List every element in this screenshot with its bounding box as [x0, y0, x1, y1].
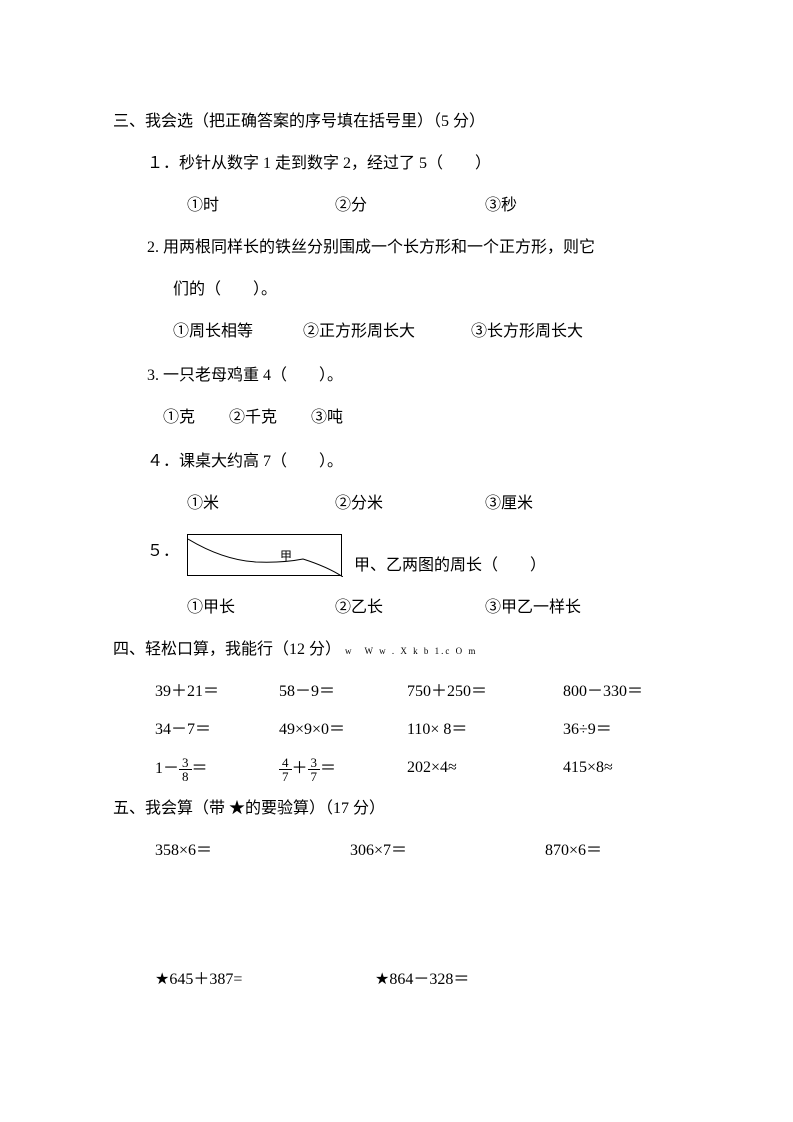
s5-row-2: ★645＋387= ★864－328＝ — [155, 968, 680, 992]
calc-2-1: 34－7＝ — [155, 718, 279, 742]
frac-3-den: 7 — [308, 770, 321, 783]
q5-opt-2: ②乙长 — [335, 596, 485, 620]
frac-2-num: 4 — [279, 756, 292, 770]
s5-2-1: ★645＋387= — [155, 968, 375, 992]
q2-line2: 们的（ ）。 — [173, 278, 680, 302]
q5-text: 甲、乙两图的周长（ ） — [354, 534, 546, 578]
jia-label: 甲 — [280, 547, 292, 565]
section-4-title-text: 四、轻松口算，我能行（12 分） — [113, 641, 341, 658]
calc-row-2: 34－7＝ 49×9×0＝ 110× 8＝ 36÷9＝ — [155, 718, 680, 742]
frac-2-den: 7 — [279, 770, 292, 783]
calc-1-1: 39＋21＝ — [155, 680, 279, 704]
curve-icon — [188, 535, 343, 577]
q2-opt-3: ③长方形周长大 — [471, 320, 583, 344]
calc-3-3: 202×4≈ — [407, 756, 563, 783]
q3-opt-3: ③吨 — [311, 409, 343, 426]
q1-opt-3: ③秒 — [485, 194, 517, 218]
calc-2-2: 49×9×0＝ — [279, 718, 407, 742]
q5-options: ①甲长 ②乙长 ③甲乙一样长 — [187, 596, 680, 620]
q5-number: ５． — [147, 534, 179, 564]
q4-opt-3: ③厘米 — [485, 492, 533, 516]
q2-options: ①周长相等 ②正方形周长大 ③长方形周长大 — [173, 320, 680, 344]
calc-3-2-b: ＝ — [320, 760, 336, 777]
q3-options: ①克 ②千克 ③吨 — [163, 406, 680, 430]
calc-3-1: 1－38＝ — [155, 756, 279, 783]
s5-1-2: 306×7＝ — [350, 839, 545, 863]
calc-3-4: 415×8≈ — [563, 756, 613, 783]
frac-1-num: 3 — [179, 756, 192, 770]
q4-opt-1: ①米 — [187, 492, 335, 516]
calc-2-4: 36÷9＝ — [563, 718, 612, 742]
calc-1-2: 58－9＝ — [279, 680, 407, 704]
q4-opt-2: ②分米 — [335, 492, 485, 516]
s5-1-1: 358×6＝ — [155, 839, 350, 863]
frac-3-num: 3 — [308, 756, 321, 770]
s5-1-3: 870×6＝ — [545, 839, 602, 863]
q5-opt-1: ①甲长 — [187, 596, 335, 620]
frac-2: 47 — [279, 756, 292, 783]
section-4-title: 四、轻松口算，我能行（12 分） w W w . X k b 1.c O m — [113, 638, 680, 662]
section-5-title: 五、我会算（带 ★的要验算）（17 分） — [113, 797, 680, 821]
calc-3-2-a: ＋ — [292, 760, 308, 777]
s5-row-1: 358×6＝ 306×7＝ 870×6＝ — [155, 839, 680, 863]
q3-text: 3. 一只老母鸡重 4（ ）。 — [147, 364, 680, 388]
q1-opt-2: ②分 — [335, 194, 485, 218]
q3-opt-1: ①克 — [163, 409, 195, 426]
q2-line1: 2. 用两根同样长的铁丝分别围成一个长方形和一个正方形，则它 — [147, 236, 680, 260]
calc-3-1-b: ＝ — [192, 760, 208, 777]
q4-text: ４．课桌大约高 7（ ）。 — [147, 450, 680, 474]
frac-1: 38 — [179, 756, 192, 783]
q5-diagram: 甲 — [187, 534, 342, 576]
calc-1-4: 800－330＝ — [563, 680, 643, 704]
q3-opt-2: ②千克 — [229, 409, 277, 426]
s5-2-2: ★864－328＝ — [375, 968, 469, 992]
q5-container: ５． 甲 甲、乙两图的周长（ ） — [147, 534, 680, 578]
calc-2-3: 110× 8＝ — [407, 718, 563, 742]
frac-1-den: 8 — [179, 770, 192, 783]
calc-3-2: 47＋37＝ — [279, 756, 407, 783]
calc-1-3: 750＋250＝ — [407, 680, 563, 704]
calc-row-3: 1－38＝ 47＋37＝ 202×4≈ 415×8≈ — [155, 756, 680, 783]
q2-opt-2: ②正方形周长大 — [303, 320, 471, 344]
section-4-small: w W w . X k b 1.c O m — [345, 646, 477, 656]
q2-opt-1: ①周长相等 — [173, 320, 303, 344]
frac-3: 37 — [308, 756, 321, 783]
calc-row-1: 39＋21＝ 58－9＝ 750＋250＝ 800－330＝ — [155, 680, 680, 704]
q1-options: ①时 ②分 ③秒 — [187, 194, 680, 218]
q1-opt-1: ①时 — [187, 194, 335, 218]
q4-options: ①米 ②分米 ③厘米 — [187, 492, 680, 516]
q1-text: １．秒针从数字 1 走到数字 2，经过了 5（ ） — [147, 152, 680, 176]
section-3-title: 三、我会选（把正确答案的序号填在括号里）（5 分） — [113, 110, 680, 134]
q5-opt-3: ③甲乙一样长 — [485, 596, 581, 620]
calc-3-1-a: 1－ — [155, 760, 179, 777]
